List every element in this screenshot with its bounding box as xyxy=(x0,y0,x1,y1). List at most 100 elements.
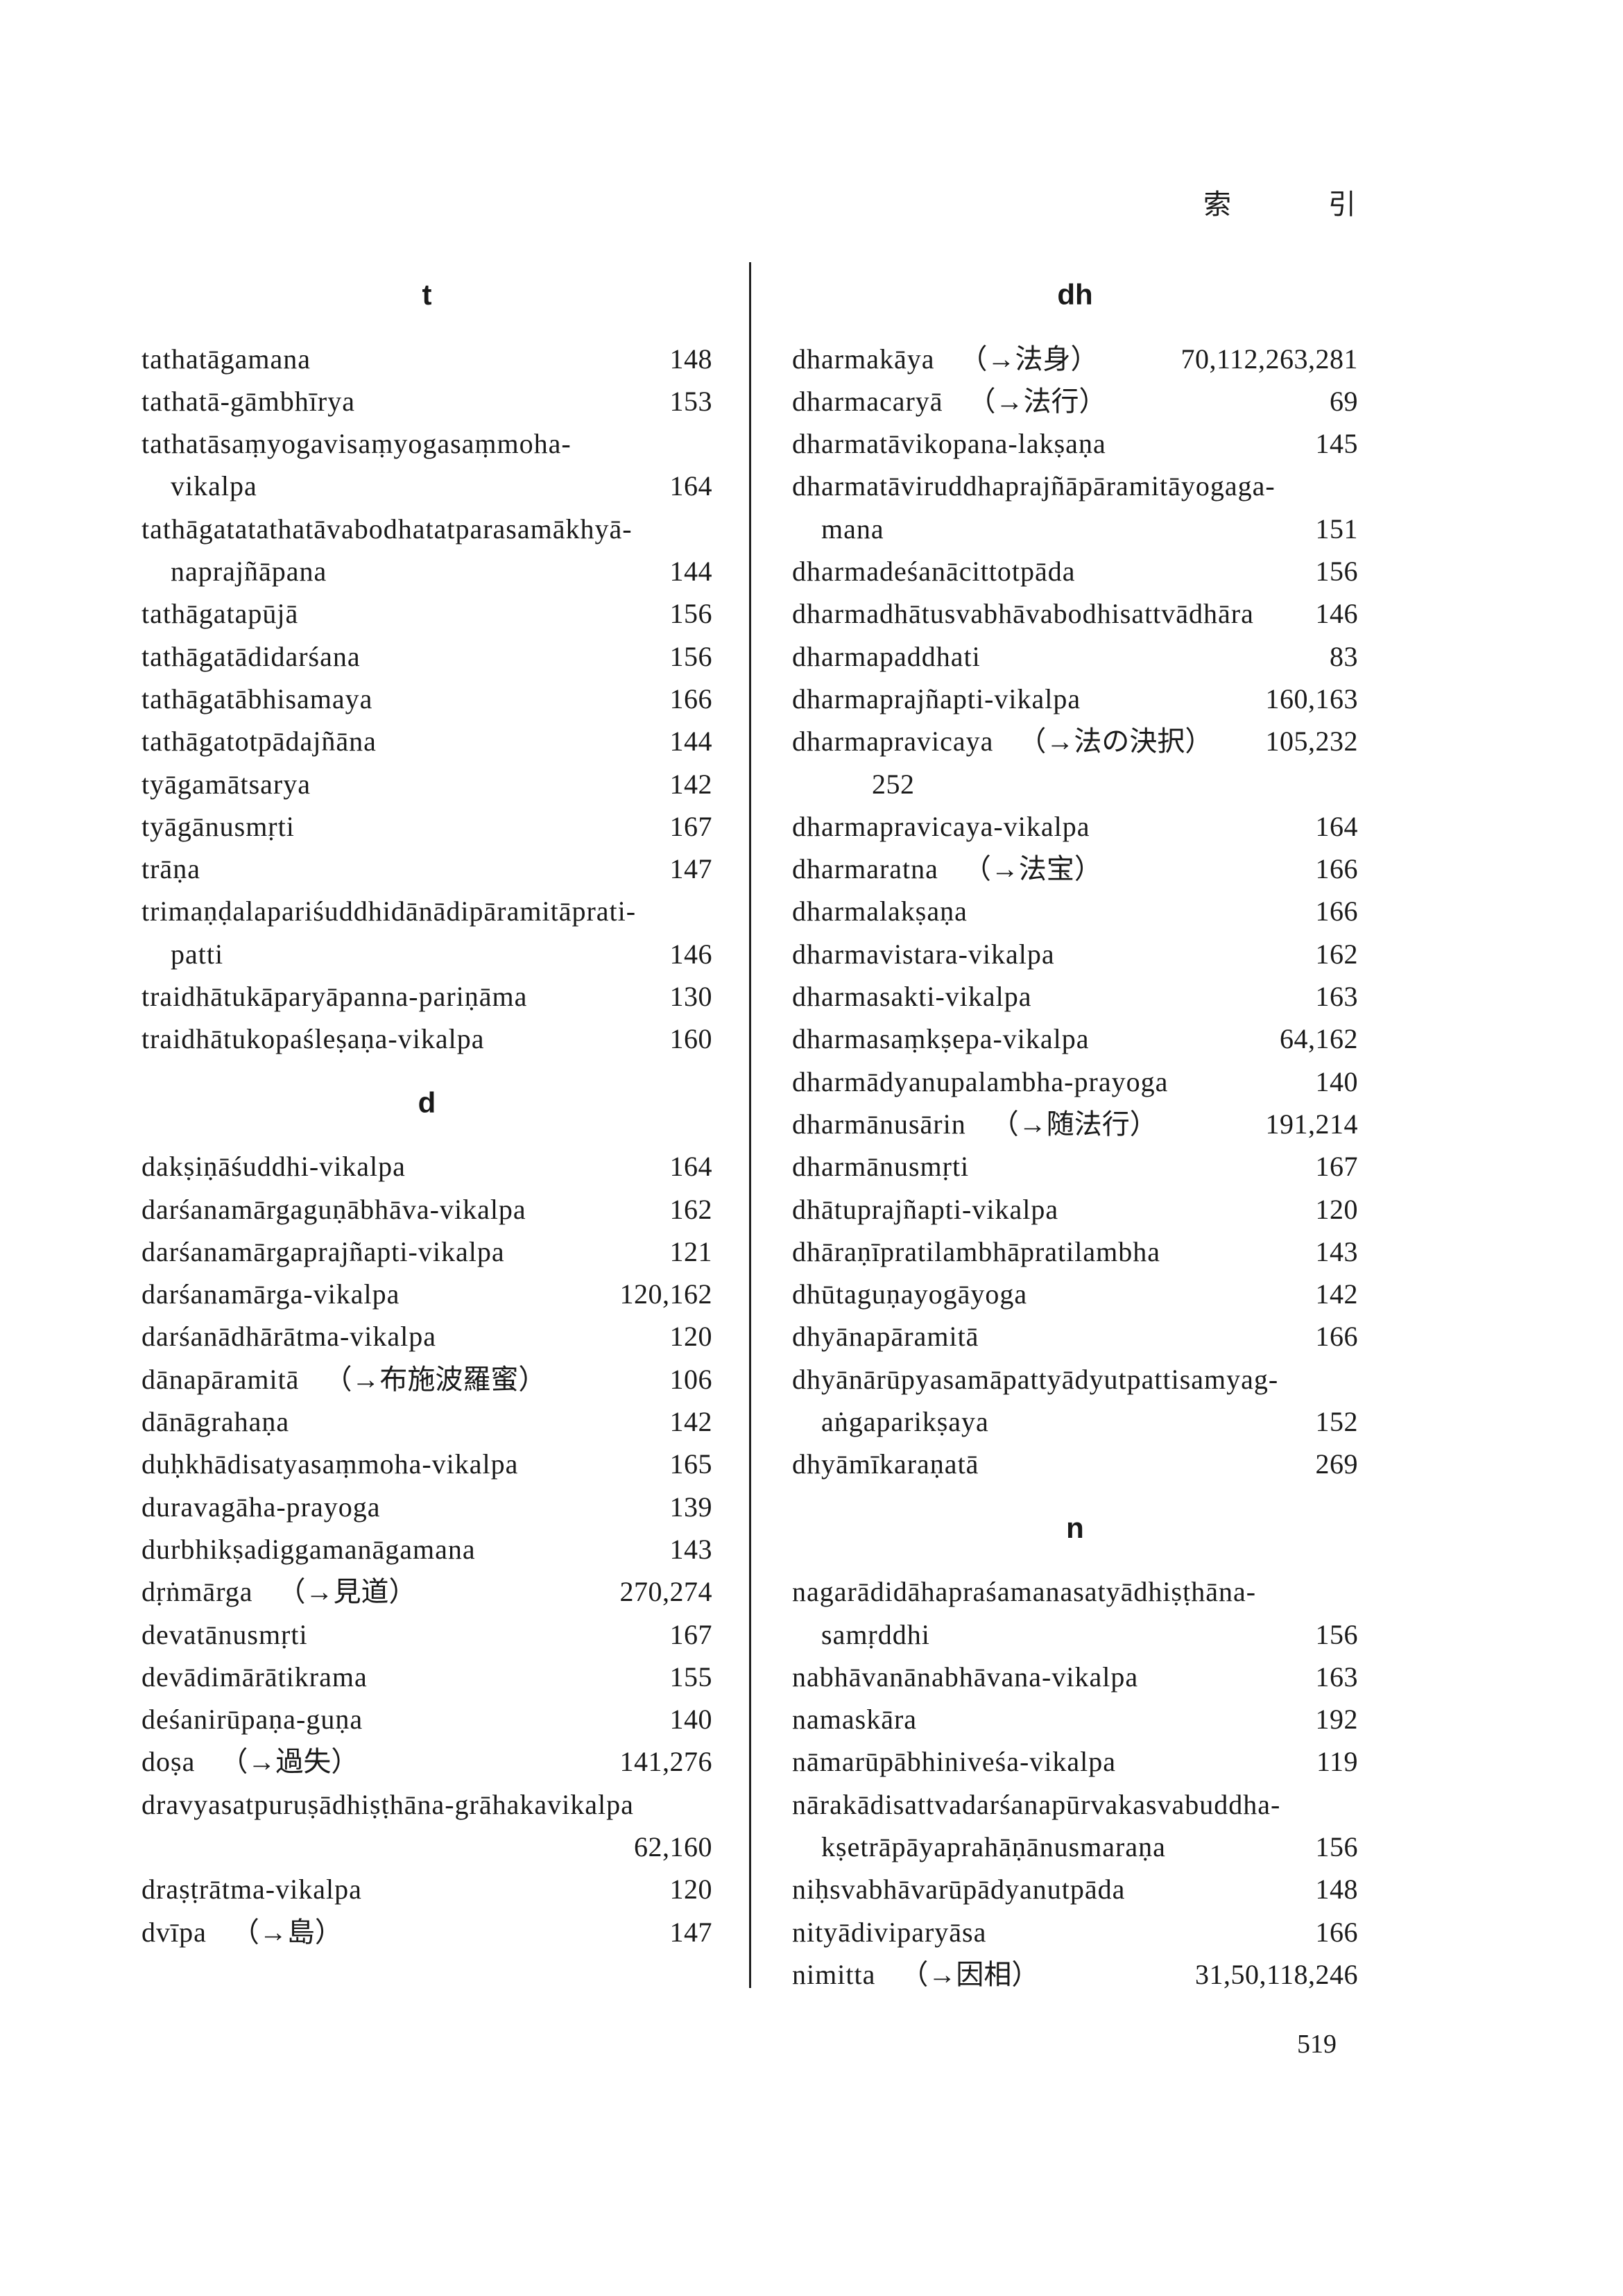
index-entry: deśanirūpaṇa-guṇa 140 xyxy=(141,1698,712,1740)
entry-term: nimitta xyxy=(792,1958,876,1990)
entry-term: nāmarūpābhiniveśa-vikalpa xyxy=(792,1746,1117,1778)
entry-cross-reference: （→法行） xyxy=(968,385,1107,417)
entry-pages: 165 xyxy=(669,1448,712,1480)
index-entry-continuation: mana 151 xyxy=(792,508,1358,550)
entry-term: dānapāramitā xyxy=(141,1363,300,1395)
index-entry: dharmapaddhati 83 xyxy=(792,635,1358,678)
index-entry: dhyāmīkaraṇatā 269 xyxy=(792,1443,1358,1485)
entry-term: duravagāha-prayoga xyxy=(141,1491,381,1523)
entry-pages: 144 xyxy=(669,726,712,757)
index-entry: tathatā-gāmbhīrya 153 xyxy=(141,380,712,422)
index-entry: dharmaprajñapti-vikalpa 160,163 xyxy=(792,678,1358,720)
running-head: 索 引 xyxy=(1203,182,1356,222)
index-entry: tathāgatādidarśana 156 xyxy=(141,635,712,678)
index-entry: 252 xyxy=(792,763,1358,805)
index-entry: dharmapravicaya-vikalpa 164 xyxy=(792,805,1358,848)
entry-pages: 147 xyxy=(669,1916,712,1948)
entry-pages: 142 xyxy=(669,768,712,800)
entry-pages: 120 xyxy=(1315,1193,1358,1225)
entry-cross-reference: （→法身） xyxy=(959,343,1099,375)
index-entry: duravagāha-prayoga 139 xyxy=(141,1486,712,1528)
entry-pages: 145 xyxy=(1315,428,1358,460)
entry-term: draṣṭrātma-vikalpa xyxy=(141,1874,362,1905)
entry-term: dhūtaguṇayogāyoga xyxy=(792,1278,1028,1310)
entry-pages: 140 xyxy=(669,1704,712,1736)
entry-pages: 146 xyxy=(669,938,712,970)
entry-pages: 166 xyxy=(669,683,712,714)
entry-term: darśanādhārātma-vikalpa xyxy=(141,1321,437,1353)
index-entry: durbhikṣadiggamanāgamana 143 xyxy=(141,1528,712,1570)
index-entry: darśanamārga-vikalpa 120,162 xyxy=(141,1273,712,1315)
index-entry-continuation: samṛddhi 156 xyxy=(792,1613,1358,1656)
entry-pages: 160,163 xyxy=(1265,683,1358,714)
index-entry-continuation: naprajñāpana 144 xyxy=(141,550,712,592)
entry-pages: 167 xyxy=(669,810,712,842)
entry-term: dharmatāvikopana-lakṣaṇa xyxy=(792,428,1106,460)
entry-pages: 120,162 xyxy=(619,1278,712,1310)
entry-pages: 167 xyxy=(1315,1151,1358,1183)
entry-pages: 141,276 xyxy=(619,1746,712,1778)
entry-cross-reference: （→因相） xyxy=(900,1958,1040,1990)
index-entry: tathatāsaṃyogavisaṃyogasaṃmoha- xyxy=(141,422,712,465)
index-entry: darśanamārgaguṇābhāva-vikalpa 162 xyxy=(141,1188,712,1231)
entry-pages: 155 xyxy=(669,1661,712,1693)
entry-pages: 162 xyxy=(669,1193,712,1225)
entry-term: naprajñāpana xyxy=(171,556,327,588)
entry-term: doṣa xyxy=(141,1746,196,1778)
entry-cross-reference: （→過失） xyxy=(220,1746,359,1778)
index-entry: trimaṇḍalapariśuddhidānādipāramitāprati- xyxy=(141,890,712,932)
entry-term: tathāgatādidarśana xyxy=(141,640,361,672)
entry-pages: 156 xyxy=(669,598,712,630)
index-entry: devatānusmṛti 167 xyxy=(141,1613,712,1656)
index-entry: 62,160 xyxy=(141,1826,712,1868)
index-entry: dharmānusārin （→随法行） 191,214 xyxy=(792,1103,1358,1145)
section-heading: n xyxy=(1066,1511,1084,1544)
entry-term: duḥkhādisatyasaṃmoha-vikalpa xyxy=(141,1448,519,1480)
entry-term: nārakādisattvadarśanapūrvakasvabuddha- xyxy=(792,1788,1281,1820)
entry-term: dharmakāya xyxy=(792,343,935,375)
entry-term: namaskāra xyxy=(792,1704,918,1736)
entry-term: darśanamārgaprajñapti-vikalpa xyxy=(141,1235,505,1267)
entry-cross-reference: （→布施波羅蜜） xyxy=(324,1363,547,1395)
entry-term: dṛṅmārga xyxy=(141,1576,253,1608)
page-number: 519 xyxy=(1297,2030,1337,2059)
index-entry: tyāgamātsarya 142 xyxy=(141,763,712,805)
section-heading: dh xyxy=(1057,278,1093,311)
entry-pages: 164 xyxy=(669,470,712,502)
entry-term: dharmādyanupalambha-prayoga xyxy=(792,1065,1169,1097)
index-entry: tathatāgamana 148 xyxy=(141,338,712,380)
index-entry: dharmapravicaya （→法の決択） 105,232 xyxy=(792,720,1358,762)
entry-pages: 162 xyxy=(1315,938,1358,970)
index-entry-continuation: vikalpa 164 xyxy=(141,465,712,507)
entry-pages: 143 xyxy=(1315,1235,1358,1267)
entry-term: dravyasatpuruṣādhiṣṭhāna-grāhakavikalpa xyxy=(141,1788,634,1820)
entry-pages: 146 xyxy=(1315,598,1358,630)
index-entry: tathāgatotpādajñāna 144 xyxy=(141,720,712,762)
entry-pages: 62,160 xyxy=(634,1831,712,1862)
entry-cross-reference: （→随法行） xyxy=(990,1108,1158,1140)
entry-term: tathatāgamana xyxy=(141,343,311,375)
index-entry: trāṇa 147 xyxy=(141,848,712,890)
index-entry: dānāgrahaṇa 142 xyxy=(141,1400,712,1443)
index-entry: nāmarūpābhiniveśa-vikalpa 119 xyxy=(792,1740,1358,1783)
index-entry: nimitta （→因相） 31,50,118,246 xyxy=(792,1953,1358,1996)
index-entry: niḥsvabhāvarūpādyanutpāda 148 xyxy=(792,1868,1358,1910)
entry-term: tathatā-gāmbhīrya xyxy=(141,385,355,417)
entry-term: dharmadeśanācittotpāda xyxy=(792,556,1076,588)
entry-term: devatānusmṛti xyxy=(141,1618,308,1650)
index-entry: dvīpa （→島） 147 xyxy=(141,1911,712,1953)
entry-pages: 142 xyxy=(669,1406,712,1438)
entry-term: tyāgamātsarya xyxy=(141,768,311,800)
entry-pages: 147 xyxy=(669,853,712,885)
entry-pages: 31,50,118,246 xyxy=(1194,1958,1358,1990)
index-entry: darśanādhārātma-vikalpa 120 xyxy=(141,1315,712,1357)
entry-term: dhyānārūpyasamāpattyādyutpattisamyag- xyxy=(792,1363,1279,1395)
entry-pages-overflow: 252 xyxy=(872,768,915,800)
index-entry: dhyānārūpyasamāpattyādyutpattisamyag- xyxy=(792,1358,1358,1400)
entry-pages: 144 xyxy=(669,556,712,588)
index-entry: dharmaratna （→法宝） 166 xyxy=(792,848,1358,890)
index-entry: dharmadhātusvabhāvabodhisattvādhāra 146 xyxy=(792,592,1358,635)
index-entry: dharmatāvikopana-lakṣaṇa 145 xyxy=(792,422,1358,465)
entry-term: tyāgānusmṛti xyxy=(141,810,295,842)
index-entry: doṣa （→過失） 141,276 xyxy=(141,1740,712,1783)
